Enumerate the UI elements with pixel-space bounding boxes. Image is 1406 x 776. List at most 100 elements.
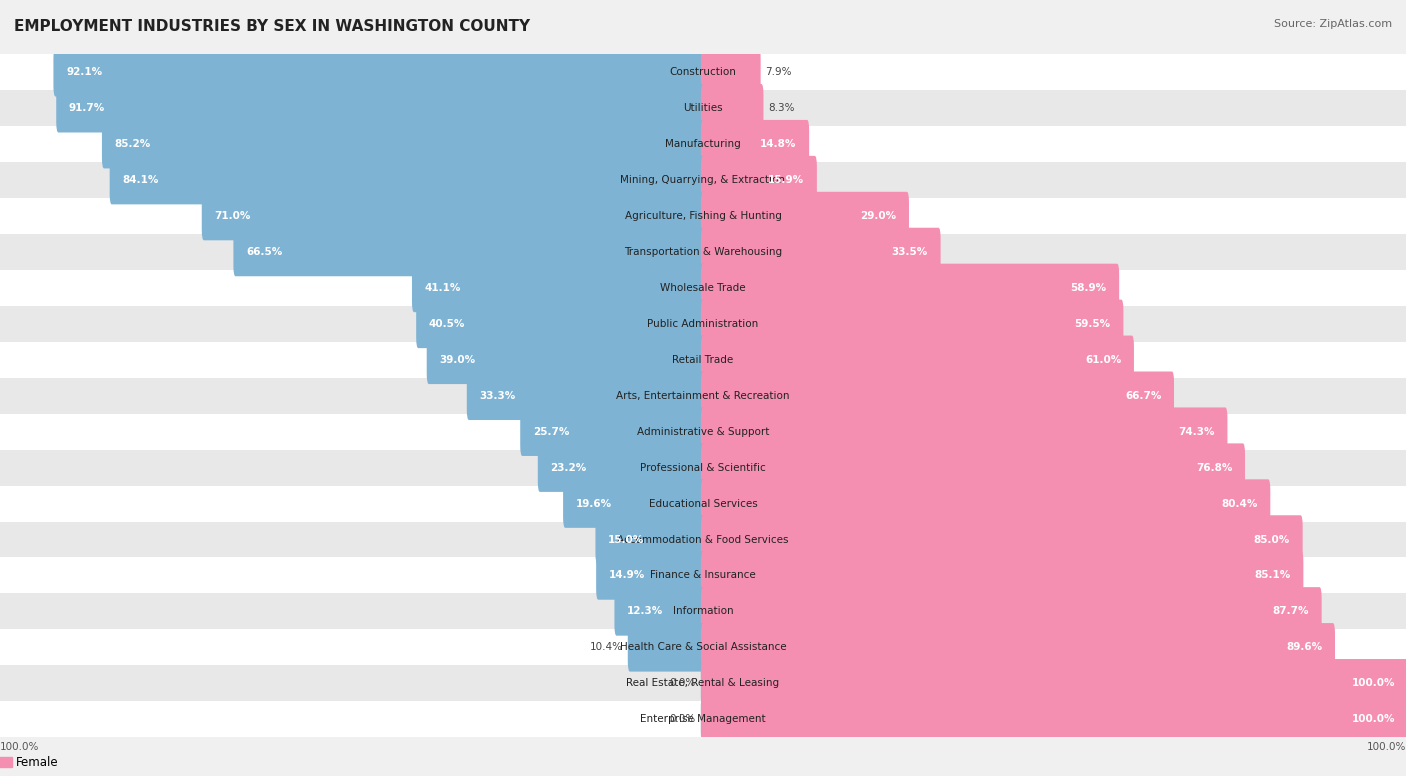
Text: 85.2%: 85.2% [114, 139, 150, 149]
Bar [0, 162, 1406, 198]
FancyBboxPatch shape [562, 480, 706, 528]
Text: 10.4%: 10.4% [591, 643, 623, 653]
Text: 19.6%: 19.6% [576, 499, 612, 508]
FancyBboxPatch shape [233, 227, 704, 276]
Text: 58.9%: 58.9% [1070, 283, 1107, 293]
FancyBboxPatch shape [110, 156, 704, 204]
Text: 25.7%: 25.7% [533, 427, 569, 437]
Text: 15.0%: 15.0% [609, 535, 644, 545]
Text: Public Administration: Public Administration [647, 319, 759, 329]
Text: Professional & Scientific: Professional & Scientific [640, 462, 766, 473]
Text: Finance & Insurance: Finance & Insurance [650, 570, 756, 580]
FancyBboxPatch shape [427, 335, 706, 384]
Bar [0, 702, 1406, 737]
Text: Utilities: Utilities [683, 103, 723, 113]
Text: 100.0%: 100.0% [1367, 742, 1406, 751]
Text: 12.3%: 12.3% [627, 606, 664, 616]
Text: 59.5%: 59.5% [1074, 319, 1111, 329]
Text: 74.3%: 74.3% [1178, 427, 1215, 437]
Bar [0, 198, 1406, 234]
Text: Enterprise Management: Enterprise Management [640, 714, 766, 724]
FancyBboxPatch shape [700, 551, 1303, 600]
FancyBboxPatch shape [56, 84, 704, 133]
Text: 23.2%: 23.2% [551, 462, 586, 473]
Text: Educational Services: Educational Services [648, 499, 758, 508]
FancyBboxPatch shape [202, 192, 704, 241]
Text: 61.0%: 61.0% [1085, 355, 1122, 365]
FancyBboxPatch shape [700, 120, 810, 168]
Text: 100.0%: 100.0% [1353, 678, 1395, 688]
Text: Mining, Quarrying, & Extraction: Mining, Quarrying, & Extraction [620, 175, 786, 185]
Text: 76.8%: 76.8% [1197, 462, 1232, 473]
FancyBboxPatch shape [700, 407, 1227, 456]
Text: 66.5%: 66.5% [246, 247, 283, 257]
Bar [0, 665, 1406, 702]
FancyBboxPatch shape [101, 120, 704, 168]
FancyBboxPatch shape [700, 659, 706, 708]
Text: 0.0%: 0.0% [669, 714, 696, 724]
FancyBboxPatch shape [700, 695, 1406, 743]
Text: 29.0%: 29.0% [860, 211, 897, 221]
Bar [0, 594, 1406, 629]
Text: Real Estate, Rental & Leasing: Real Estate, Rental & Leasing [627, 678, 779, 688]
Text: 85.0%: 85.0% [1254, 535, 1291, 545]
FancyBboxPatch shape [700, 480, 1271, 528]
FancyBboxPatch shape [520, 407, 706, 456]
Bar [0, 90, 1406, 126]
Text: 39.0%: 39.0% [439, 355, 475, 365]
Text: Arts, Entertainment & Recreation: Arts, Entertainment & Recreation [616, 391, 790, 400]
Text: Agriculture, Fishing & Hunting: Agriculture, Fishing & Hunting [624, 211, 782, 221]
Text: Accommodation & Food Services: Accommodation & Food Services [617, 535, 789, 545]
Text: 100.0%: 100.0% [0, 742, 39, 751]
FancyBboxPatch shape [412, 264, 706, 312]
FancyBboxPatch shape [700, 335, 1135, 384]
Bar [0, 521, 1406, 557]
FancyBboxPatch shape [700, 192, 910, 241]
Text: Manufacturing: Manufacturing [665, 139, 741, 149]
Text: 14.8%: 14.8% [761, 139, 796, 149]
Bar [0, 557, 1406, 594]
Text: 33.5%: 33.5% [891, 247, 928, 257]
FancyBboxPatch shape [700, 515, 1303, 564]
Bar [0, 342, 1406, 378]
Text: 7.9%: 7.9% [765, 68, 792, 78]
FancyBboxPatch shape [416, 300, 706, 348]
Text: 100.0%: 100.0% [1353, 714, 1395, 724]
Text: Source: ZipAtlas.com: Source: ZipAtlas.com [1274, 19, 1392, 29]
Bar [0, 378, 1406, 414]
FancyBboxPatch shape [700, 48, 761, 96]
Text: 33.3%: 33.3% [479, 391, 516, 400]
Text: EMPLOYMENT INDUSTRIES BY SEX IN WASHINGTON COUNTY: EMPLOYMENT INDUSTRIES BY SEX IN WASHINGT… [14, 19, 530, 34]
FancyBboxPatch shape [627, 623, 706, 671]
FancyBboxPatch shape [700, 372, 1174, 420]
Text: Information: Information [672, 606, 734, 616]
Bar [0, 234, 1406, 270]
Text: 89.6%: 89.6% [1286, 643, 1322, 653]
FancyBboxPatch shape [700, 84, 763, 133]
Text: Transportation & Warehousing: Transportation & Warehousing [624, 247, 782, 257]
Text: Administrative & Support: Administrative & Support [637, 427, 769, 437]
FancyBboxPatch shape [700, 227, 941, 276]
FancyBboxPatch shape [700, 587, 1322, 636]
Text: 80.4%: 80.4% [1222, 499, 1257, 508]
Text: 40.5%: 40.5% [429, 319, 465, 329]
Text: 91.7%: 91.7% [69, 103, 105, 113]
Bar [0, 54, 1406, 90]
Text: 8.3%: 8.3% [768, 103, 794, 113]
Bar [0, 629, 1406, 665]
FancyBboxPatch shape [537, 443, 706, 492]
Bar [0, 449, 1406, 486]
Text: 92.1%: 92.1% [66, 68, 103, 78]
Text: 85.1%: 85.1% [1254, 570, 1291, 580]
FancyBboxPatch shape [596, 515, 706, 564]
FancyBboxPatch shape [700, 300, 1123, 348]
FancyBboxPatch shape [596, 551, 706, 600]
Text: 66.7%: 66.7% [1125, 391, 1161, 400]
Legend: Male, Female: Male, Female [0, 756, 59, 769]
Text: 84.1%: 84.1% [122, 175, 159, 185]
Bar [0, 270, 1406, 306]
Text: 71.0%: 71.0% [214, 211, 250, 221]
FancyBboxPatch shape [700, 623, 1334, 671]
Text: Retail Trade: Retail Trade [672, 355, 734, 365]
FancyBboxPatch shape [53, 48, 704, 96]
